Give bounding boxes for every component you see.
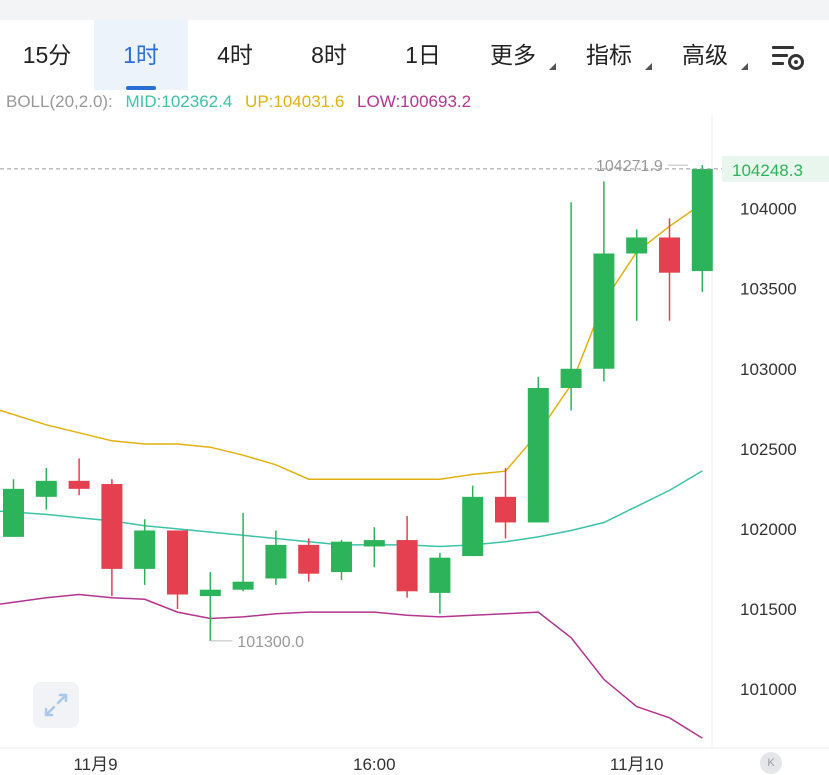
- candle: [199, 572, 221, 641]
- candle: [68, 458, 90, 496]
- candle-body: [363, 540, 385, 547]
- low-price-label: 101300.0: [237, 634, 304, 651]
- dropdown-corner-icon: [549, 63, 556, 70]
- candle-body: [659, 237, 680, 273]
- top-band: [0, 0, 829, 20]
- boll-up-value: UP:104031.6: [245, 92, 345, 111]
- expand-icon: [44, 693, 68, 717]
- candle-body: [495, 496, 516, 523]
- candle-body: [298, 544, 320, 574]
- dropdown-corner-icon: [645, 63, 652, 70]
- candle-body: [593, 253, 615, 369]
- candle: [626, 229, 648, 321]
- candle: [593, 181, 615, 382]
- candle: [35, 468, 57, 510]
- candle-body: [396, 540, 418, 592]
- boll-legend: BOLL(20,2.0): MID:102362.4 UP:104031.6 L…: [6, 92, 479, 112]
- candle: [167, 530, 188, 609]
- boll-mid-line: [0, 470, 703, 548]
- tab-4h[interactable]: 4时: [188, 20, 282, 90]
- candle: [331, 540, 352, 581]
- candle: [429, 552, 451, 614]
- candle-body: [3, 488, 24, 537]
- y-tick-label: 103500: [740, 280, 797, 299]
- tab-label: 1日: [405, 42, 441, 68]
- candle: [298, 538, 320, 582]
- candle-body: [429, 557, 451, 593]
- tab-label: 8时: [311, 42, 347, 68]
- tab-15m[interactable]: 15分: [0, 20, 94, 90]
- candle-body: [68, 480, 90, 489]
- y-tick-label: 102500: [740, 440, 797, 459]
- candle-body: [527, 387, 549, 523]
- candle-body: [265, 544, 287, 579]
- k-logo-icon[interactable]: K: [760, 752, 782, 774]
- tab-1d[interactable]: 1日: [376, 20, 470, 90]
- candle: [363, 527, 385, 568]
- tab-more[interactable]: 更多: [470, 20, 556, 90]
- candle: [691, 165, 713, 292]
- boll-mid-value: MID:102362.4: [125, 92, 233, 111]
- high-price-label: 104271.9: [596, 158, 663, 175]
- x-tick-label: 16:00: [353, 755, 396, 774]
- x-tick-label: 11月9: [73, 755, 117, 774]
- candle-body: [167, 530, 188, 595]
- candle: [232, 512, 254, 592]
- last-price-tag: [722, 155, 829, 182]
- tab-label: 指标: [586, 42, 632, 68]
- tab-label: 15分: [22, 42, 72, 68]
- candle: [101, 479, 123, 597]
- candle-body: [35, 480, 57, 497]
- tab-label: 更多: [490, 42, 536, 68]
- candle-body: [232, 581, 254, 590]
- boll-low-value: LOW:100693.2: [357, 92, 472, 111]
- candle: [527, 376, 549, 523]
- candle: [134, 519, 156, 585]
- candle: [396, 516, 418, 598]
- candle-body: [626, 237, 648, 254]
- candle-body: [691, 168, 713, 272]
- tab-indicators[interactable]: 指标: [566, 20, 652, 90]
- settings-icon[interactable]: [770, 42, 806, 72]
- boll-lower-line: [0, 593, 703, 739]
- expand-button[interactable]: [33, 682, 79, 728]
- candle-body: [331, 541, 352, 573]
- active-tab-indicator: [126, 86, 156, 90]
- boll-name: BOLL(20,2.0):: [6, 92, 113, 111]
- candle: [462, 485, 484, 557]
- x-tick-label: 11月10: [610, 755, 664, 774]
- candle: [659, 218, 680, 321]
- tab-1h[interactable]: 1时: [94, 20, 188, 90]
- dropdown-corner-icon: [741, 63, 748, 70]
- candle: [495, 468, 516, 539]
- last-price-label: 104248.3: [732, 161, 803, 180]
- tab-label: 4时: [217, 42, 253, 68]
- candle: [560, 202, 582, 411]
- interval-tab-bar: 15分 1时 4时 8时 1日 更多 指标 高级: [0, 20, 829, 90]
- candle-body: [101, 484, 123, 569]
- y-tick-label: 101000: [740, 680, 797, 699]
- y-tick-label: 103000: [740, 360, 797, 379]
- candle-body: [199, 589, 221, 597]
- candle: [3, 479, 24, 537]
- y-tick-label: 101500: [740, 600, 797, 619]
- tab-advanced[interactable]: 高级: [662, 20, 748, 90]
- candle-body: [462, 496, 484, 557]
- candle-body: [560, 368, 582, 388]
- y-tick-label: 104000: [740, 200, 797, 219]
- tab-8h[interactable]: 8时: [282, 20, 376, 90]
- tab-label: 高级: [682, 42, 728, 68]
- candle-body: [134, 530, 156, 569]
- y-tick-label: 102000: [740, 520, 797, 539]
- tab-label: 1时: [123, 42, 159, 68]
- boll-upper-line: [0, 202, 703, 480]
- candle: [265, 530, 287, 585]
